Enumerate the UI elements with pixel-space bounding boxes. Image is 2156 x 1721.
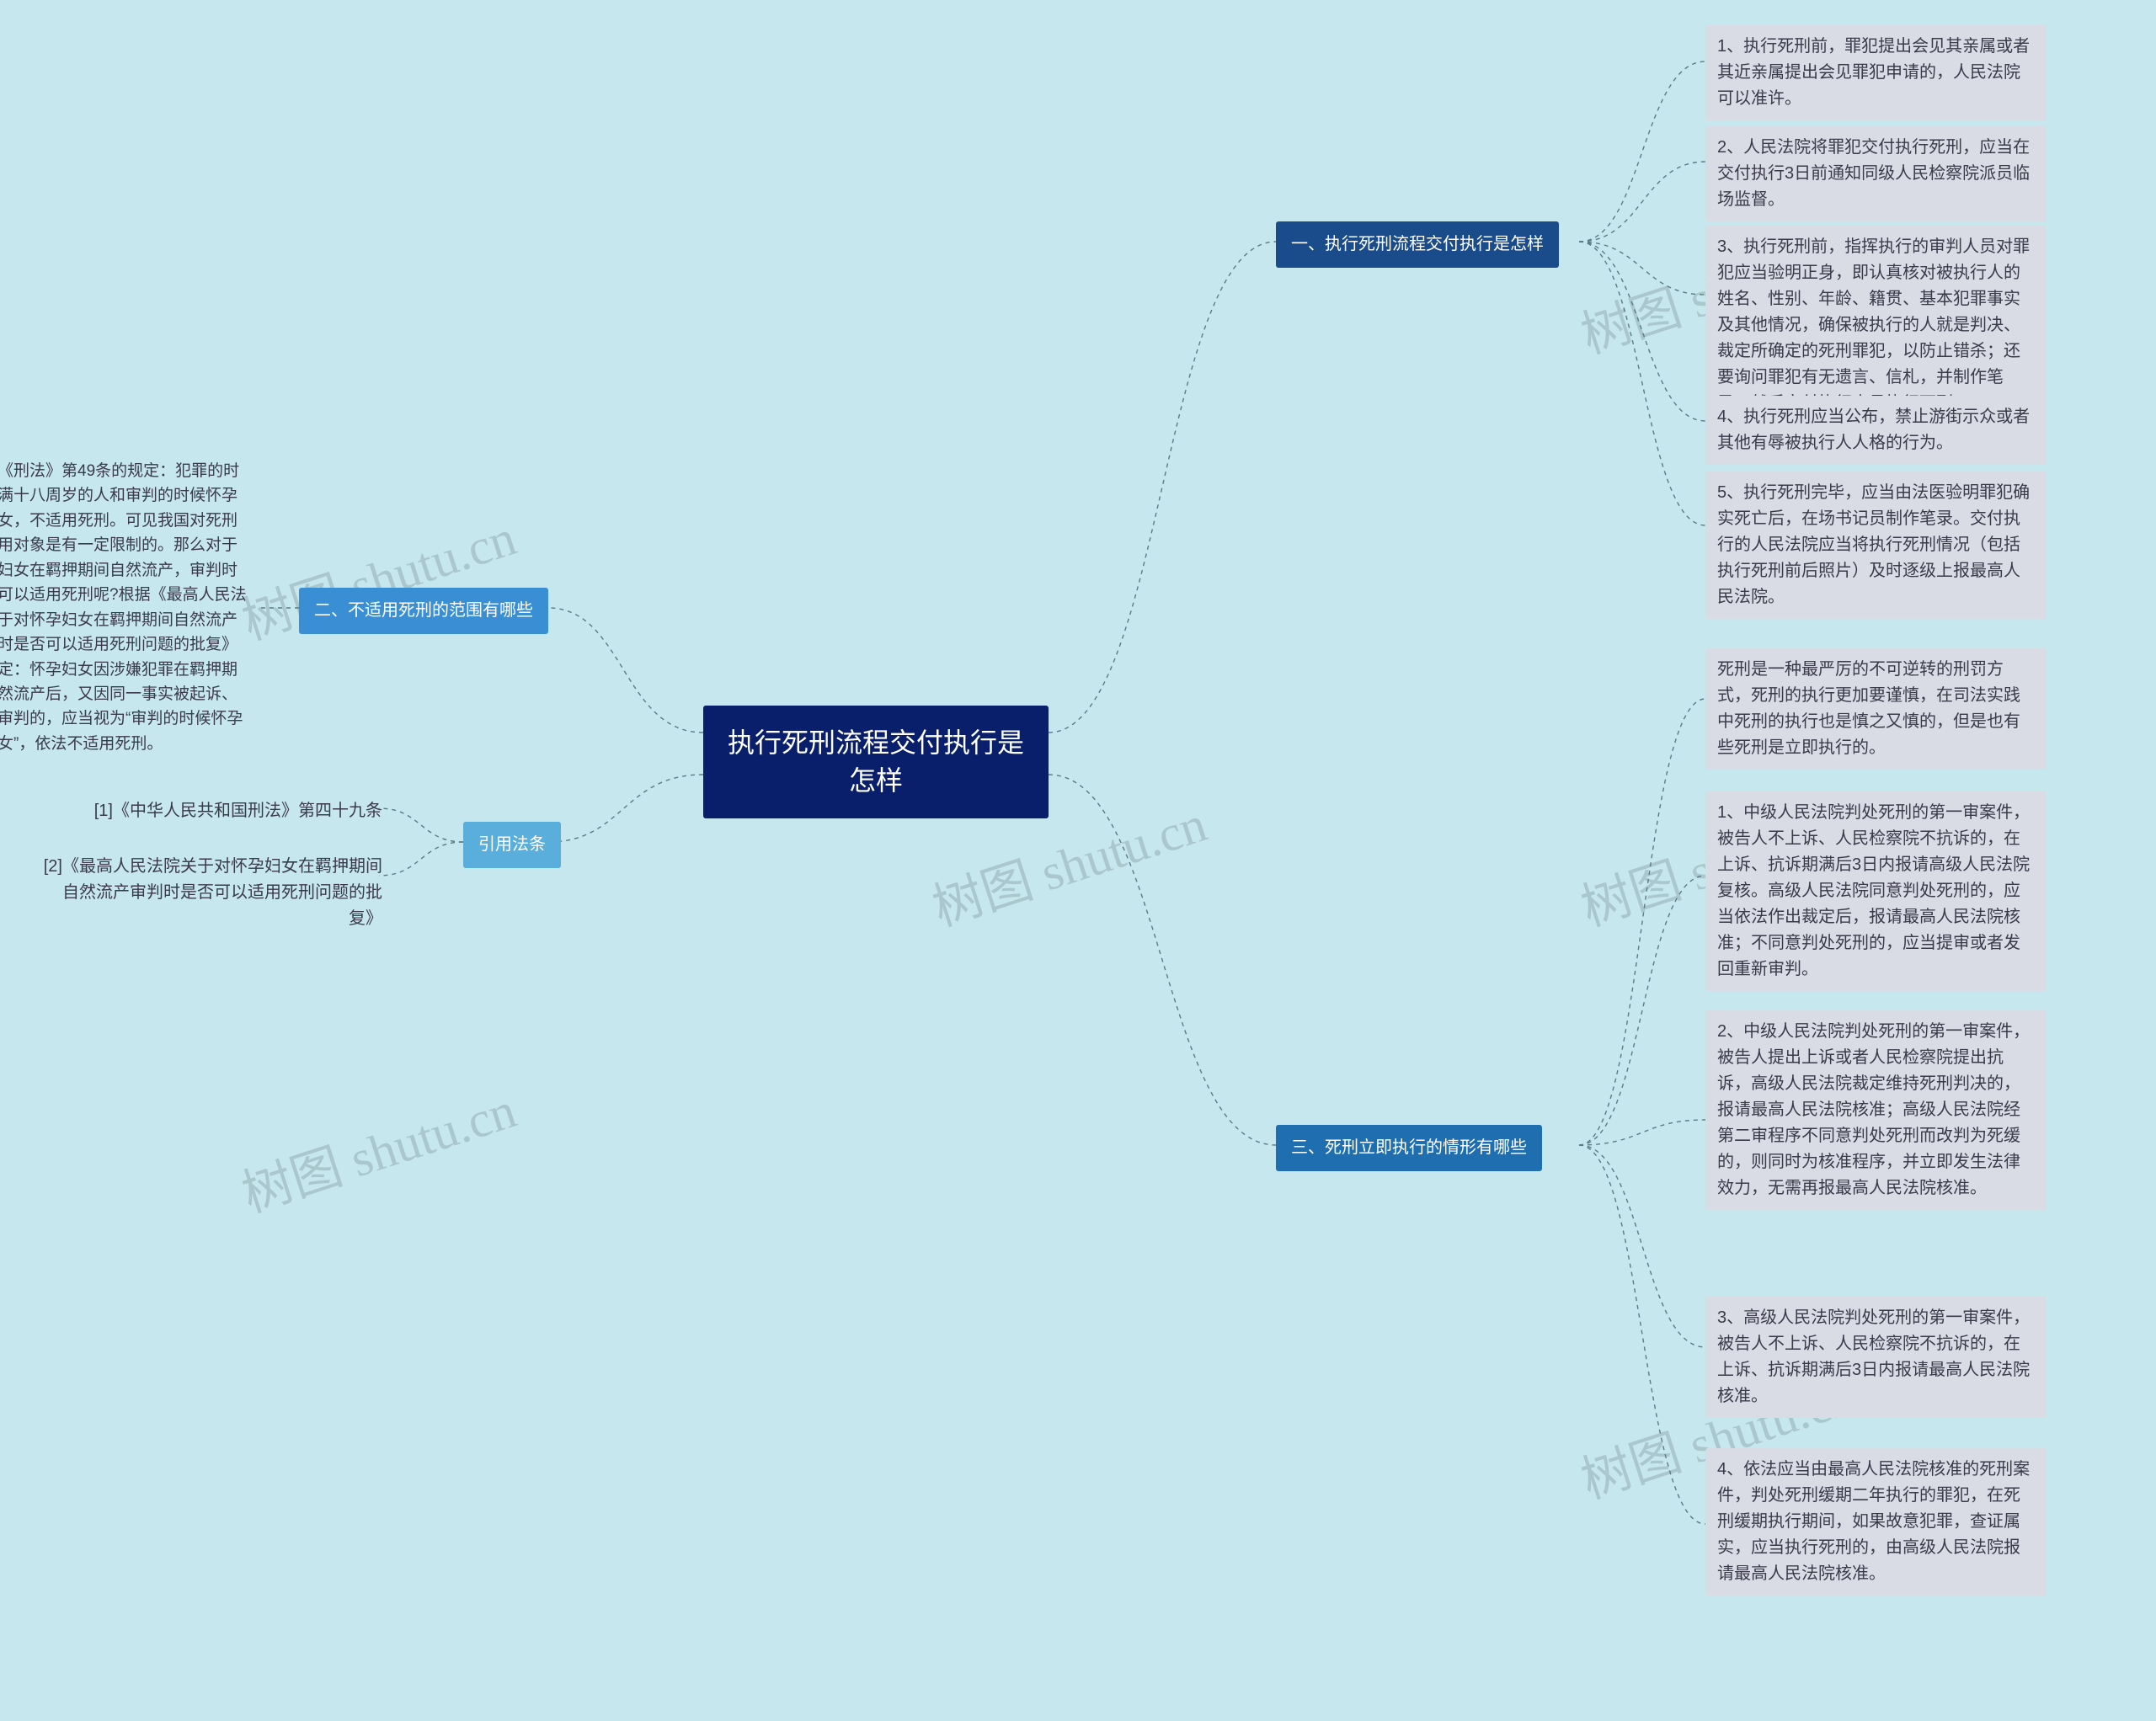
- branch-1[interactable]: 一、执行死刑流程交付执行是怎样: [1276, 221, 1559, 268]
- branch-4[interactable]: 引用法条: [463, 822, 561, 868]
- branch-2-leaf[interactable]: 根据《刑法》第49条的规定：犯罪的时候不满十八周岁的人和审判的时候怀孕的妇女，不…: [0, 450, 261, 765]
- branch-3-leaf-3[interactable]: 2、中级人民法院判处死刑的第一审案件，被告人提出上诉或者人民检察院提出抗诉，高级…: [1705, 1010, 2047, 1210]
- branch-4-leaf-1[interactable]: [1]《中华人民共和国刑法》第四十九条: [34, 795, 387, 828]
- branch-2[interactable]: 二、不适用死刑的范围有哪些: [299, 588, 548, 634]
- leaf-text: 2、人民法院将罪犯交付执行死刑，应当在交付执行3日前通知同级人民检察院派员临场监…: [1717, 138, 2030, 209]
- branch-2-label: 二、不适用死刑的范围有哪些: [314, 601, 533, 620]
- branch-1-leaf-4[interactable]: 4、执行死刑应当公布，禁止游街示众或者其他有辱被执行人人格的行为。: [1705, 396, 2047, 465]
- branch-1-label: 一、执行死刑流程交付执行是怎样: [1291, 235, 1544, 253]
- root-node[interactable]: 执行死刑流程交付执行是怎样: [703, 706, 1049, 818]
- leaf-text: 3、执行死刑前，指挥执行的审判人员对罪犯应当验明正身，即认真核对被执行人的姓名、…: [1717, 237, 2030, 413]
- branch-3[interactable]: 三、死刑立即执行的情形有哪些: [1276, 1125, 1542, 1171]
- branch-3-leaf-5[interactable]: 4、依法应当由最高人民法院核准的死刑案件，判处死刑缓期二年执行的罪犯，在死刑缓期…: [1705, 1448, 2047, 1596]
- leaf-text: 死刑是一种最严厉的不可逆转的刑罚方式，死刑的执行更加要谨慎，在司法实践中死刑的执…: [1717, 660, 2020, 757]
- branch-1-leaf-1[interactable]: 1、执行死刑前，罪犯提出会见其亲属或者其近亲属提出会见罪犯申请的，人民法院可以准…: [1705, 25, 2047, 120]
- watermark: 树图 shutu.cn: [232, 1069, 524, 1227]
- branch-3-leaf-1[interactable]: 死刑是一种最严厉的不可逆转的刑罚方式，死刑的执行更加要谨慎，在司法实践中死刑的执…: [1705, 648, 2047, 770]
- branch-4-label: 引用法条: [478, 835, 546, 854]
- leaf-text: 1、执行死刑前，罪犯提出会见其亲属或者其近亲属提出会见罪犯申请的，人民法院可以准…: [1717, 37, 2030, 108]
- leaf-text: [2]《最高人民法院关于对怀孕妇女在羁押期间自然流产审判时是否可以适用死刑问题的…: [44, 857, 382, 928]
- leaf-text: 4、执行死刑应当公布，禁止游街示众或者其他有辱被执行人人格的行为。: [1717, 408, 2030, 452]
- branch-1-leaf-5[interactable]: 5、执行死刑完毕，应当由法医验明罪犯确实死亡后，在场书记员制作笔录。交付执行的人…: [1705, 472, 2047, 619]
- branch-1-leaf-2[interactable]: 2、人民法院将罪犯交付执行死刑，应当在交付执行3日前通知同级人民检察院派员临场监…: [1705, 126, 2047, 221]
- leaf-text: 根据《刑法》第49条的规定：犯罪的时候不满十八周岁的人和审判的时候怀孕的妇女，不…: [0, 462, 247, 753]
- root-label: 执行死刑流程交付执行是怎样: [728, 727, 1024, 796]
- leaf-text: 3、高级人民法院判处死刑的第一审案件，被告人不上诉、人民检察院不抗诉的，在上诉、…: [1717, 1308, 2030, 1405]
- branch-3-label: 三、死刑立即执行的情形有哪些: [1291, 1138, 1527, 1157]
- leaf-text: 2、中级人民法院判处死刑的第一审案件，被告人提出上诉或者人民检察院提出抗诉，高级…: [1717, 1022, 2030, 1197]
- leaf-text: [1]《中华人民共和国刑法》第四十九条: [94, 802, 382, 820]
- leaf-text: 5、执行死刑完毕，应当由法医验明罪犯确实死亡后，在场书记员制作笔录。交付执行的人…: [1717, 483, 2030, 606]
- branch-3-leaf-4[interactable]: 3、高级人民法院判处死刑的第一审案件，被告人不上诉、人民检察院不抗诉的，在上诉、…: [1705, 1297, 2047, 1418]
- branch-4-leaf-2[interactable]: [2]《最高人民法院关于对怀孕妇女在羁押期间自然流产审判时是否可以适用死刑问题的…: [34, 850, 387, 935]
- branch-3-leaf-2[interactable]: 1、中级人民法院判处死刑的第一审案件，被告人不上诉、人民检察院不抗诉的，在上诉、…: [1705, 791, 2047, 991]
- leaf-text: 4、依法应当由最高人民法院核准的死刑案件，判处死刑缓期二年执行的罪犯，在死刑缓期…: [1717, 1460, 2030, 1583]
- leaf-text: 1、中级人民法院判处死刑的第一审案件，被告人不上诉、人民检察院不抗诉的，在上诉、…: [1717, 803, 2030, 978]
